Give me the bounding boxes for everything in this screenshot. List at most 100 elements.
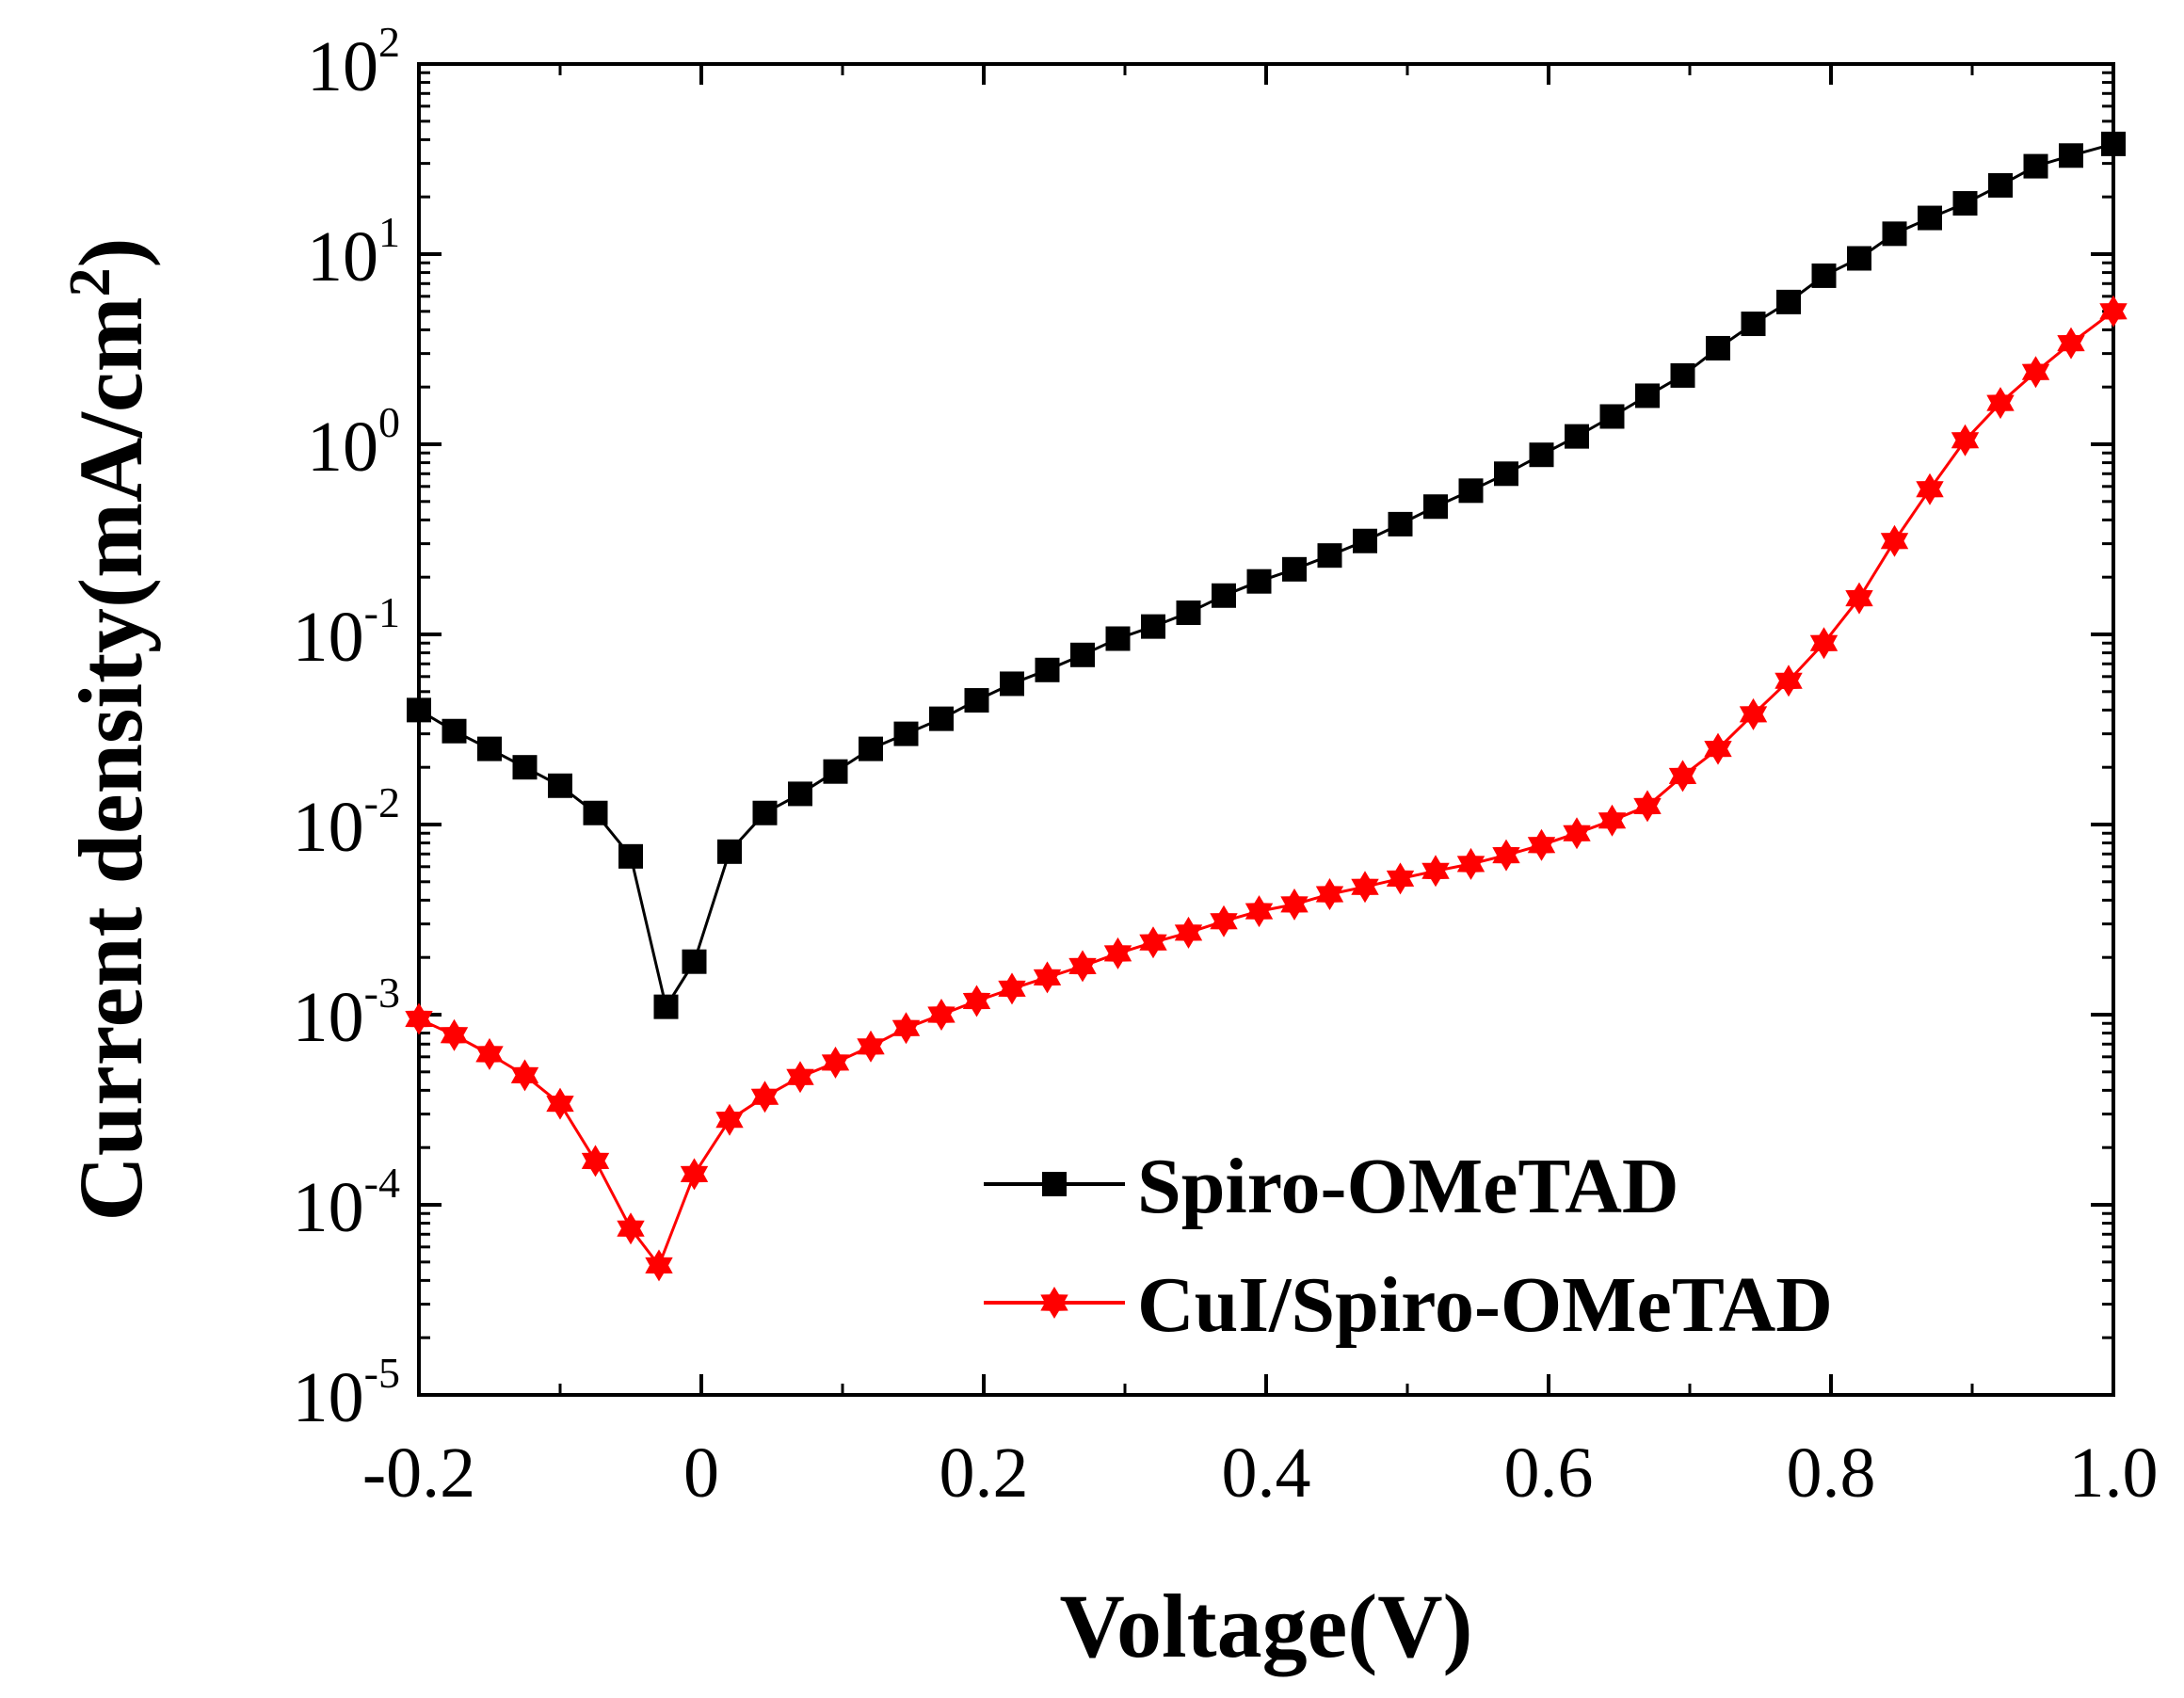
y-axis-title-close: ) xyxy=(60,237,161,267)
data-point xyxy=(1565,424,1589,449)
data-point xyxy=(442,718,467,744)
legend-label: Spiro-OMeTAD xyxy=(1137,1143,1679,1230)
data-point xyxy=(1633,790,1662,823)
data-point xyxy=(1527,828,1556,861)
data-point xyxy=(653,994,679,1019)
y-tick-label: 10-5 xyxy=(293,1349,400,1437)
data-point xyxy=(717,839,742,864)
data-point xyxy=(1141,614,1165,639)
data-point xyxy=(1563,817,1591,850)
data-point xyxy=(1456,847,1485,880)
data-point xyxy=(512,755,538,780)
data-point xyxy=(1847,246,1871,271)
data-point xyxy=(1599,404,1625,429)
data-point xyxy=(1988,172,2013,198)
data-point xyxy=(964,688,989,713)
data-point xyxy=(1668,760,1697,793)
y-tick-label: 10-1 xyxy=(293,588,400,677)
data-point xyxy=(477,736,502,761)
data-point xyxy=(1174,916,1203,949)
data-point xyxy=(1635,383,1660,408)
data-point xyxy=(962,985,991,1017)
data-point xyxy=(2059,143,2083,168)
x-tick-label: 0.2 xyxy=(939,1434,1029,1513)
data-point xyxy=(1916,473,1944,505)
data-point xyxy=(1951,424,1980,457)
x-axis: -0.2 0 0.2 0.4 0.6 0.8 1.0 xyxy=(362,64,2159,1513)
x-tick-label: 0.4 xyxy=(1222,1434,1311,1513)
data-point xyxy=(1882,221,1907,247)
y-axis-title-main: Current density(mA/cm xyxy=(60,296,161,1221)
data-point xyxy=(2021,356,2050,389)
series-line xyxy=(418,310,2114,1269)
data-point xyxy=(1280,888,1309,921)
data-point xyxy=(583,800,608,825)
data-point xyxy=(1317,543,1342,569)
data-point xyxy=(546,1087,574,1120)
x-tick-label: 1.0 xyxy=(2069,1434,2159,1513)
data-point xyxy=(1068,950,1097,983)
data-point xyxy=(823,759,848,784)
data-point xyxy=(440,1018,469,1051)
data-point xyxy=(1245,895,1274,928)
data-point xyxy=(1351,871,1379,904)
x-axis-title: Voltage(V) xyxy=(1059,1576,1472,1676)
data-point xyxy=(1386,862,1415,895)
series-spiro-ometad xyxy=(407,131,2126,1019)
data-point xyxy=(1741,312,1766,337)
data-point xyxy=(893,721,919,746)
data-point xyxy=(1811,263,1837,288)
data-point xyxy=(1774,665,1803,697)
legend-label: CuI/Spiro-OMeTAD xyxy=(1137,1261,1833,1349)
legend-marker xyxy=(1042,1172,1067,1196)
data-point xyxy=(1033,961,1062,994)
data-point xyxy=(1458,478,1484,504)
data-point xyxy=(788,781,812,807)
y-tick-label: 10-2 xyxy=(293,778,400,867)
data-point xyxy=(1986,387,2015,420)
series-cui-spiro-ometad xyxy=(405,295,2128,1282)
data-point xyxy=(475,1037,504,1070)
data-point xyxy=(752,800,778,825)
data-point xyxy=(2023,153,2048,179)
y-tick-label: 102 xyxy=(307,18,400,106)
data-point xyxy=(407,697,431,723)
data-point xyxy=(645,1249,673,1282)
data-point xyxy=(618,843,643,869)
data-point xyxy=(1103,937,1132,969)
y-tick-label: 101 xyxy=(307,208,400,296)
y-tick-label: 100 xyxy=(307,398,400,487)
data-point xyxy=(1704,732,1732,765)
data-point xyxy=(1492,839,1520,872)
y-axis-title: Current density(mA/cm2) xyxy=(58,237,161,1221)
data-point xyxy=(1035,657,1060,682)
data-point xyxy=(1598,804,1627,837)
data-point xyxy=(929,706,954,731)
data-point xyxy=(821,1046,850,1079)
data-point xyxy=(927,999,956,1031)
data-point xyxy=(1494,461,1518,487)
data-point xyxy=(405,1002,433,1035)
data-point xyxy=(1210,905,1238,937)
data-point xyxy=(1315,878,1344,910)
data-point xyxy=(1529,442,1554,468)
x-tick-label: -0.2 xyxy=(362,1434,475,1513)
data-point xyxy=(1880,524,1909,557)
data-point xyxy=(1952,191,1978,216)
data-point xyxy=(1105,626,1131,651)
data-point xyxy=(1706,335,1730,360)
data-point xyxy=(617,1212,645,1245)
data-point xyxy=(1739,697,1768,730)
data-point xyxy=(2099,295,2128,328)
data-point xyxy=(1070,642,1095,667)
data-point xyxy=(715,1103,744,1136)
data-point xyxy=(1246,569,1272,594)
data-point xyxy=(1421,855,1450,888)
data-point xyxy=(998,972,1026,1005)
y-tick-label: 10-4 xyxy=(293,1159,400,1247)
data-point xyxy=(857,1030,885,1063)
data-point xyxy=(1353,528,1377,553)
data-point xyxy=(1282,556,1307,582)
data-point xyxy=(548,773,572,798)
